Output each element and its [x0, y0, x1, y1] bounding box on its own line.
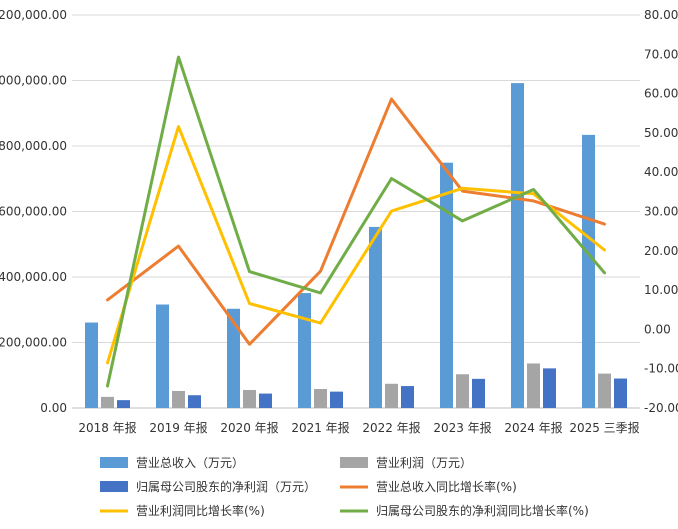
right-tick-label: 30.00 — [644, 205, 678, 219]
legend-swatch — [100, 457, 128, 468]
left-tick-label: 400,000.00 — [0, 270, 67, 284]
left-tick-label: 1,000,000.00 — [0, 74, 67, 88]
bar-3 — [259, 393, 272, 408]
bar-1 — [298, 293, 311, 408]
bar-3 — [543, 368, 556, 408]
bar-2 — [314, 389, 327, 408]
bar-3 — [188, 395, 201, 408]
bar-1 — [511, 83, 524, 409]
category-label: 2020 年报 — [220, 420, 278, 435]
bar-2 — [243, 389, 256, 408]
bar-2 — [101, 396, 114, 408]
legend-label: 营业总收入（万元） — [136, 456, 244, 470]
bar-1 — [582, 134, 595, 409]
bar-2 — [385, 383, 398, 408]
bar-1 — [227, 308, 240, 408]
category-label: 2025 三季报 — [569, 420, 639, 435]
legend-swatch — [340, 457, 368, 468]
series-line-2 — [106, 125, 606, 365]
bar-2 — [527, 363, 540, 408]
category-label: 2022 年报 — [362, 420, 420, 435]
bar-2 — [456, 374, 469, 408]
legend-label: 营业利润（万元） — [376, 456, 472, 470]
left-tick-label: 800,000.00 — [0, 139, 67, 153]
bar-3 — [614, 378, 627, 408]
category-axis-labels: 2018 年报 2019 年报 2020 年报 2021 年报 2022 年报 2023 … — [78, 420, 639, 435]
right-tick-label: 20.00 — [644, 244, 678, 258]
right-tick-label: 10.00 — [644, 283, 678, 297]
bar-3 — [472, 378, 485, 408]
legend-label: 归属母公司股东的净利润（万元） — [136, 479, 316, 494]
left-tick-label: 200,000.00 — [0, 336, 67, 350]
right-tick-label: 50.00 — [644, 126, 678, 140]
right-tick-label: -20.00 — [644, 401, 678, 415]
right-tick-label: 80.00 — [644, 8, 678, 22]
left-axis-ticks: 0.00 200,000.00 400,000.00 600,000.00 800,00… — [0, 8, 67, 415]
series-line-3 — [106, 55, 606, 388]
legend-label: 营业利润同比增长率(%) — [136, 503, 265, 518]
bar-3 — [401, 386, 414, 408]
right-tick-label: 70.00 — [644, 47, 678, 61]
right-tick-label: 60.00 — [644, 87, 678, 101]
category-label: 2018 年报 — [78, 420, 136, 435]
bar-series — [85, 83, 627, 409]
bar-2 — [598, 373, 611, 408]
series-line-1 — [106, 97, 606, 346]
bar-1 — [369, 226, 382, 408]
line-series — [106, 55, 606, 388]
left-tick-label: 600,000.00 — [0, 205, 67, 219]
left-tick-label: 1,200,000.00 — [0, 8, 67, 22]
bar-2 — [172, 390, 185, 408]
bar-3 — [330, 391, 343, 408]
legend-swatch — [100, 481, 128, 492]
right-axis-ticks: -20.00 -10.00 0.00 10.00 20.00 30.00 40.00 50.0… — [644, 8, 678, 415]
bar-1 — [156, 304, 169, 408]
right-tick-label: -10.00 — [644, 362, 678, 376]
bar-1 — [440, 162, 453, 408]
right-tick-label: 40.00 — [644, 165, 678, 179]
category-label: 2019 年报 — [149, 420, 207, 435]
left-tick-label: 0.00 — [40, 401, 67, 415]
bar-1 — [85, 322, 98, 408]
legend: 营业总收入（万元） 营业利润（万元） 归属母公司股东的净利润（万元） 营业总收入同比增… — [100, 456, 589, 518]
category-label: 2021 年报 — [291, 420, 349, 435]
category-label: 2023 年报 — [433, 420, 491, 435]
bar-3 — [117, 400, 130, 408]
legend-label: 归属母公司股东的净利润同比增长率(%) — [376, 503, 589, 518]
legend-label: 营业总收入同比增长率(%) — [376, 479, 517, 494]
category-label: 2024 年报 — [504, 420, 562, 435]
right-tick-label: 0.00 — [644, 322, 671, 336]
